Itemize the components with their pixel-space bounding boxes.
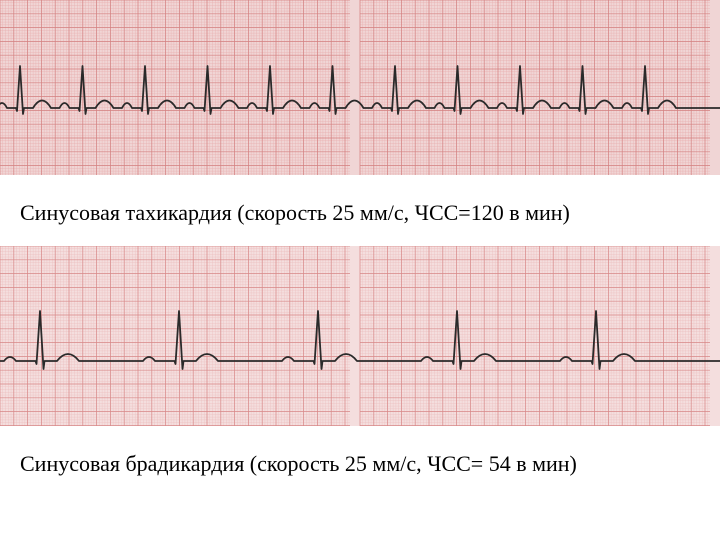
ecg-panel-tachycardia [0,0,720,180]
ecg-panel-bradycardia [0,246,720,431]
caption-bradycardia: Синусовая брадикардия (скорость 25 мм/с,… [0,431,720,497]
ecg-chart-tachycardia [0,0,720,175]
caption-tachycardia: Синусовая тахикардия (скорость 25 мм/с, … [0,180,720,246]
ecg-chart-bradycardia [0,246,720,426]
ecg-figure: Синусовая тахикардия (скорость 25 мм/с, … [0,0,720,497]
